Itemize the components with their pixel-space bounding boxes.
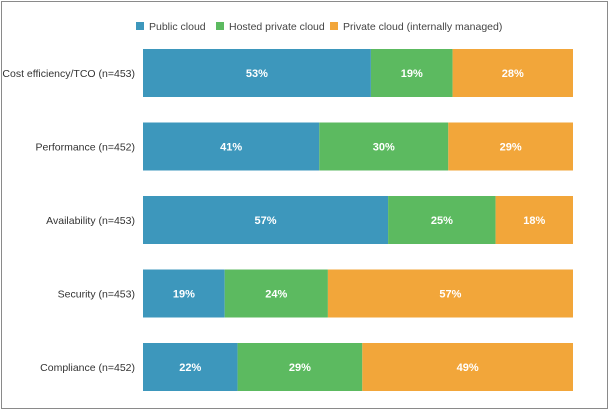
legend-swatch-hosted-private-cloud xyxy=(216,22,224,30)
legend-label-hosted-private-cloud: Hosted private cloud xyxy=(229,21,325,33)
bar-segment-performance-hosted-private-cloud xyxy=(319,122,449,171)
data-label-availability-hosted-private-cloud: 25% xyxy=(431,215,453,227)
bar-segment-compliance-hosted-private-cloud xyxy=(237,343,363,391)
legend-label-private-cloud: Private cloud (internally managed) xyxy=(343,21,502,33)
bars: 53% 19% 28% 41% 30% 29% 57% 25% 18% 19% 24% 57% 22% 2… xyxy=(143,49,573,391)
category-label-security: Security (n=453) xyxy=(58,289,135,301)
bar-segment-cost-efficiency-tco-private-cloud xyxy=(452,49,573,97)
legend: Public cloud Hosted private cloud Private … xyxy=(136,21,502,33)
category-label-compliance: Compliance (n=452) xyxy=(40,362,135,374)
data-label-cost-efficiency-tco-hosted-private-cloud: 19% xyxy=(401,68,423,80)
bar-segment-availability-private-cloud xyxy=(495,196,573,244)
legend-swatch-private-cloud xyxy=(330,22,338,30)
bar-segment-compliance-private-cloud xyxy=(362,343,573,391)
data-label-security-public-cloud: 19% xyxy=(173,289,195,301)
bar-segment-availability-public-cloud xyxy=(143,196,389,244)
data-label-compliance-private-cloud: 49% xyxy=(457,362,479,374)
bar-segment-cost-efficiency-tco-public-cloud xyxy=(143,49,371,97)
category-label-cost-efficiency-tco: Cost efficiency/TCO (n=453) xyxy=(2,68,135,80)
category-labels: Cost efficiency/TCO (n=453) Performance (… xyxy=(2,68,135,374)
legend-swatch-public-cloud xyxy=(136,22,144,30)
data-label-performance-public-cloud: 41% xyxy=(220,142,242,154)
bar-segment-security-private-cloud xyxy=(327,269,573,318)
bar-segment-security-hosted-private-cloud xyxy=(224,269,328,318)
category-label-performance: Performance (n=452) xyxy=(35,142,135,154)
data-label-availability-public-cloud: 57% xyxy=(255,215,277,227)
bar-segment-availability-hosted-private-cloud xyxy=(388,196,496,244)
bar-segment-security-public-cloud xyxy=(143,269,225,318)
category-label-availability: Availability (n=453) xyxy=(46,215,135,227)
bar-segment-cost-efficiency-tco-hosted-private-cloud xyxy=(370,49,453,97)
data-label-availability-private-cloud: 18% xyxy=(523,215,545,227)
data-label-cost-efficiency-tco-private-cloud: 28% xyxy=(502,68,524,80)
data-label-security-hosted-private-cloud: 24% xyxy=(265,289,287,301)
legend-label-public-cloud: Public cloud xyxy=(149,21,206,33)
data-label-compliance-public-cloud: 22% xyxy=(179,362,201,374)
bar-segment-performance-private-cloud xyxy=(448,122,573,171)
bar-segment-compliance-public-cloud xyxy=(143,343,238,391)
bar-segment-performance-public-cloud xyxy=(143,122,320,171)
data-label-performance-private-cloud: 29% xyxy=(500,142,522,154)
data-label-cost-efficiency-tco-public-cloud: 53% xyxy=(246,68,268,80)
data-label-compliance-hosted-private-cloud: 29% xyxy=(289,362,311,374)
data-label-security-private-cloud: 57% xyxy=(439,289,461,301)
data-label-performance-hosted-private-cloud: 30% xyxy=(373,142,395,154)
